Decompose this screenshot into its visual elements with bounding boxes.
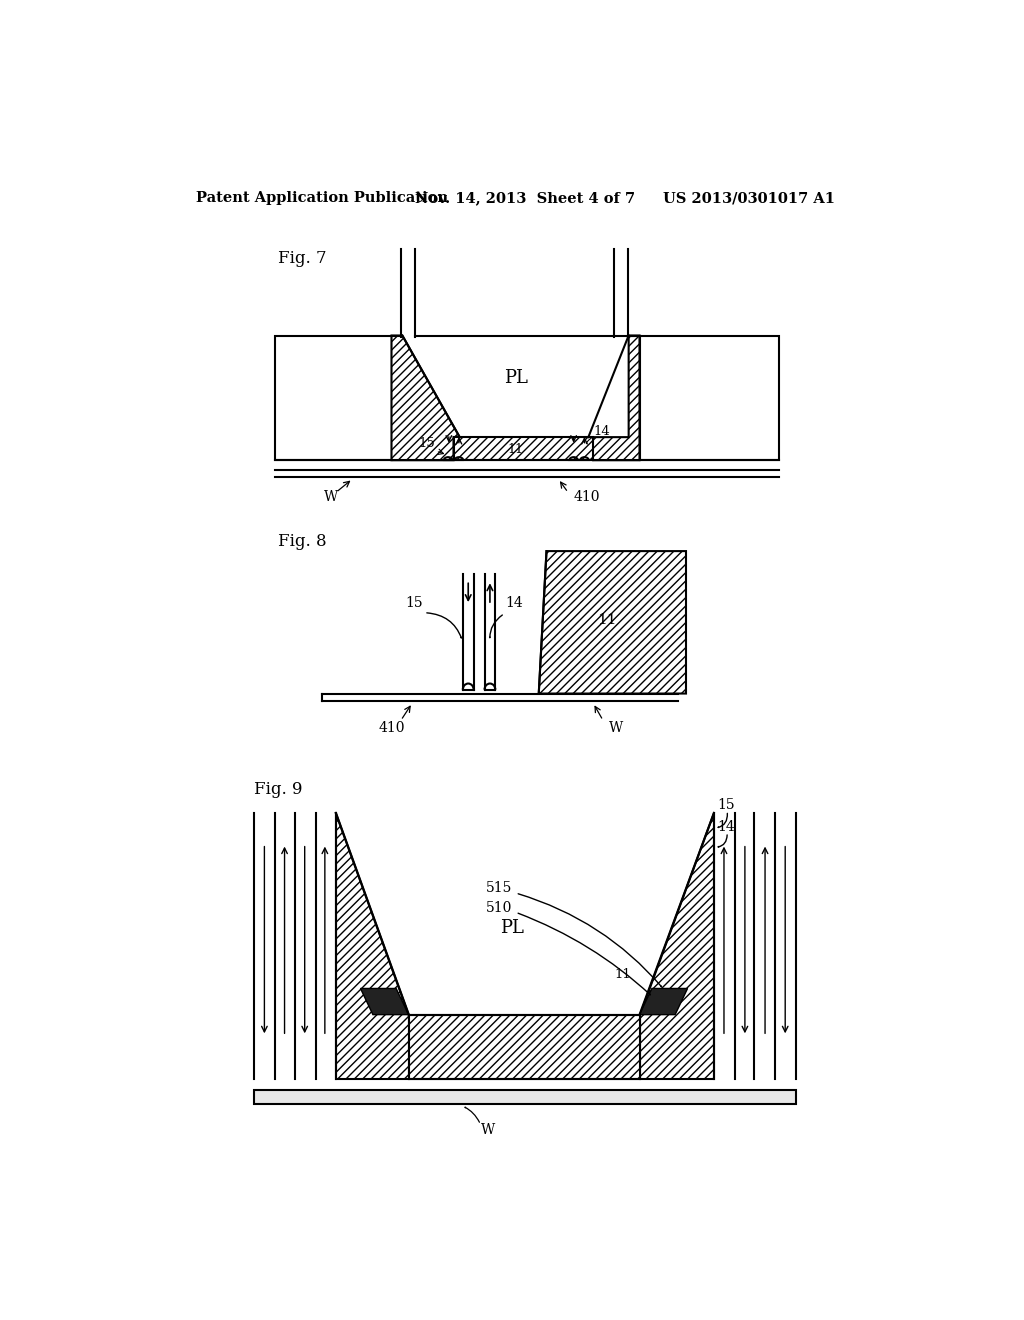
- Text: 410: 410: [573, 490, 600, 504]
- Text: 15: 15: [419, 437, 435, 450]
- Polygon shape: [589, 335, 640, 461]
- Polygon shape: [454, 437, 593, 461]
- Text: W: W: [480, 1123, 495, 1137]
- FancyArrowPatch shape: [489, 615, 503, 638]
- Polygon shape: [640, 813, 714, 1078]
- Text: PL: PL: [504, 368, 527, 387]
- FancyArrowPatch shape: [427, 612, 462, 638]
- Text: Fig. 7: Fig. 7: [278, 249, 327, 267]
- Text: 410: 410: [378, 721, 404, 735]
- Text: US 2013/0301017 A1: US 2013/0301017 A1: [663, 191, 835, 206]
- FancyArrowPatch shape: [518, 913, 650, 995]
- Text: 11: 11: [597, 614, 616, 627]
- Polygon shape: [391, 335, 460, 461]
- Polygon shape: [275, 335, 391, 461]
- Text: 515: 515: [486, 882, 512, 895]
- FancyArrowPatch shape: [465, 1107, 479, 1122]
- Text: PL: PL: [500, 920, 523, 937]
- Polygon shape: [640, 335, 779, 461]
- Polygon shape: [360, 989, 409, 1015]
- Text: 11: 11: [508, 444, 523, 455]
- Text: Fig. 8: Fig. 8: [278, 533, 327, 550]
- Polygon shape: [336, 813, 409, 1078]
- FancyArrowPatch shape: [587, 438, 591, 444]
- Text: W: W: [324, 490, 338, 504]
- Text: W: W: [608, 721, 623, 735]
- Polygon shape: [409, 1015, 640, 1078]
- Text: 15: 15: [406, 597, 423, 610]
- Text: 14: 14: [594, 425, 610, 438]
- Text: Nov. 14, 2013  Sheet 4 of 7: Nov. 14, 2013 Sheet 4 of 7: [415, 191, 635, 206]
- FancyArrowPatch shape: [718, 813, 727, 828]
- Text: 15: 15: [717, 799, 734, 812]
- Text: 510: 510: [486, 900, 512, 915]
- Polygon shape: [539, 552, 686, 693]
- FancyArrowPatch shape: [718, 836, 727, 847]
- Polygon shape: [254, 1090, 796, 1104]
- Text: 11: 11: [614, 968, 631, 981]
- Text: 14: 14: [506, 597, 523, 610]
- Text: Fig. 9: Fig. 9: [254, 781, 303, 799]
- Text: Patent Application Publication: Patent Application Publication: [197, 191, 449, 206]
- FancyArrowPatch shape: [518, 894, 662, 987]
- Polygon shape: [640, 989, 687, 1015]
- Text: 14: 14: [717, 820, 735, 834]
